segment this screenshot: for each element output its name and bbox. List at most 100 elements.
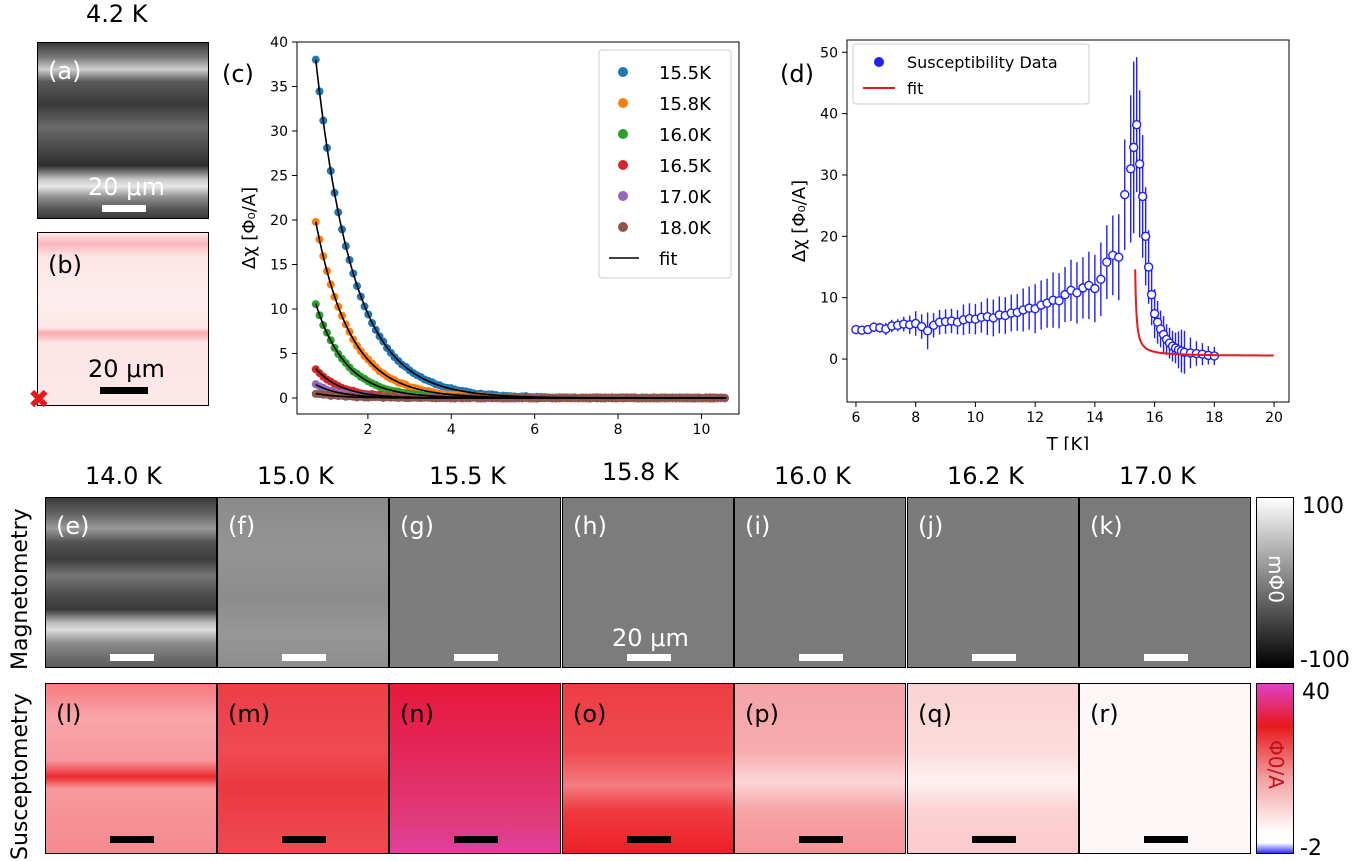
panel-label: (j) xyxy=(918,512,943,540)
legend-marker xyxy=(618,160,628,170)
legend-marker xyxy=(618,98,628,108)
data-point xyxy=(1142,232,1150,240)
panel-label: (g) xyxy=(400,512,434,540)
y-tick-label: 30 xyxy=(270,124,288,140)
legend-label: 16.5K xyxy=(659,156,712,177)
y-tick-label: 30 xyxy=(820,168,838,184)
panel-label: (m) xyxy=(228,700,270,728)
data-point xyxy=(1139,192,1147,200)
susceptometry-image: (m) xyxy=(217,683,389,854)
legend-label: 17.0K xyxy=(659,187,712,208)
colorbar-sus-unit: Φ0/A xyxy=(1262,740,1292,810)
x-tick-label: 20 xyxy=(1265,410,1283,426)
y-axis-label: Δχ [Φ₀/A] xyxy=(239,187,260,269)
data-point xyxy=(1145,263,1153,271)
x-tick-label: 16 xyxy=(1146,410,1164,426)
panel-label: (p) xyxy=(745,700,779,728)
y-tick-label: 50 xyxy=(820,45,838,61)
susceptometry-image: (q) xyxy=(907,683,1079,854)
temperature-label: 16.2 K xyxy=(947,462,1024,490)
legend-label: fit xyxy=(907,79,923,98)
colorbar-mag-unit: mΦ0 xyxy=(1262,555,1292,615)
temperature-label: 15.0 K xyxy=(257,462,334,490)
data-point xyxy=(1133,121,1141,129)
data-point xyxy=(1091,284,1099,292)
x-tick-label: 6 xyxy=(530,422,539,438)
row-label-susceptometry: Susceptometry xyxy=(8,693,33,860)
x-tick-label: 6 xyxy=(851,410,860,426)
data-point xyxy=(1121,191,1129,199)
scalebar xyxy=(282,654,326,661)
scalebar xyxy=(627,654,671,661)
panel-label: (r) xyxy=(1090,700,1119,728)
y-tick-label: 10 xyxy=(270,302,288,318)
legend-label: fit xyxy=(659,249,677,270)
data-point xyxy=(1103,258,1111,266)
legend-label: 16.0K xyxy=(659,125,712,146)
data-point xyxy=(1097,275,1105,283)
series-16.0K xyxy=(312,300,729,402)
scalebar-text-h: 20 μm xyxy=(612,624,689,652)
x-tick-label: 2 xyxy=(363,422,372,438)
temperature-label: 15.5 K xyxy=(429,462,506,490)
colorbar-sus-min: -2 xyxy=(1300,836,1322,861)
temperature-label: 15.8 K xyxy=(602,458,679,486)
chart-d-legend: Susceptibility Datafit xyxy=(853,44,1089,104)
y-tick-label: 20 xyxy=(820,229,838,245)
panel-label: (f) xyxy=(228,512,255,540)
y-tick-label: 35 xyxy=(270,79,288,95)
susceptometry-image: (l) xyxy=(45,683,217,854)
legend-label: 15.5K xyxy=(659,63,712,84)
y-tick-label: 10 xyxy=(820,291,838,307)
y-tick-label: 0 xyxy=(279,391,288,407)
susceptometry-image: (r) xyxy=(1079,683,1251,854)
data-point xyxy=(1130,143,1138,151)
data-point xyxy=(1151,310,1159,318)
panel-label: (q) xyxy=(918,700,952,728)
x-tick-label: 8 xyxy=(911,410,920,426)
row-label-magnetometry: Magnetometry xyxy=(8,508,33,670)
y-tick-label: 20 xyxy=(270,213,288,229)
y-tick-label: 5 xyxy=(279,346,288,362)
susceptometry-image: (n) xyxy=(389,683,561,854)
legend-marker xyxy=(618,129,628,139)
x-tick-label: 12 xyxy=(1026,410,1044,426)
x-tick-label: 10 xyxy=(693,422,711,438)
scalebar xyxy=(972,836,1016,843)
colorbar-mag-max: 100 xyxy=(1302,494,1344,519)
temperature-label: 14.0 K xyxy=(85,462,162,490)
scalebar-b xyxy=(100,387,148,394)
magnetometry-image: (f) xyxy=(217,497,389,668)
scalebar xyxy=(799,836,843,843)
image-a-magnetometry: (a) 20 μm xyxy=(37,42,209,219)
susceptometry-image: (o) xyxy=(562,683,734,854)
legend-marker xyxy=(874,57,884,67)
x-tick-label: 8 xyxy=(614,422,623,438)
y-tick-label: 40 xyxy=(820,107,838,123)
scalebar-text-a: 20 μm xyxy=(88,173,165,201)
susceptometry-image: (p) xyxy=(734,683,906,854)
legend-marker xyxy=(618,222,628,232)
data-point xyxy=(1115,253,1123,261)
panel-label: (l) xyxy=(56,700,81,728)
panel-label-a: (a) xyxy=(48,57,81,85)
y-axis-label: Δχ [Φ₀/A] xyxy=(789,180,810,262)
scalebar xyxy=(1144,654,1188,661)
magnetometry-image: (g) xyxy=(389,497,561,668)
magnetometry-image: (e) xyxy=(45,497,217,668)
scalebar xyxy=(799,654,843,661)
panel-label-b: (b) xyxy=(48,251,82,279)
scalebar xyxy=(972,654,1016,661)
chart-c: 2 4 6 8 10 0 5 10 15 20 25 30 35 40 z μm Δχ [Φ₀/A] 15.5K… xyxy=(230,30,750,450)
panel-label: (n) xyxy=(400,700,434,728)
temperature-label: 16.0 K xyxy=(774,462,851,490)
colorbar-mag-min: -100 xyxy=(1300,648,1350,673)
x-tick-label: 14 xyxy=(1086,410,1104,426)
scalebar xyxy=(110,654,154,661)
scalebar xyxy=(454,836,498,843)
susceptibility-series xyxy=(852,57,1218,374)
chart-c-legend: 15.5K 15.8K 16.0K 16.5K 17.0K 18.0K fit xyxy=(599,50,731,278)
scalebar-text-b: 20 μm xyxy=(88,355,165,383)
temperature-label: 17.0 K xyxy=(1119,462,1196,490)
panel-label: (h) xyxy=(573,512,607,540)
